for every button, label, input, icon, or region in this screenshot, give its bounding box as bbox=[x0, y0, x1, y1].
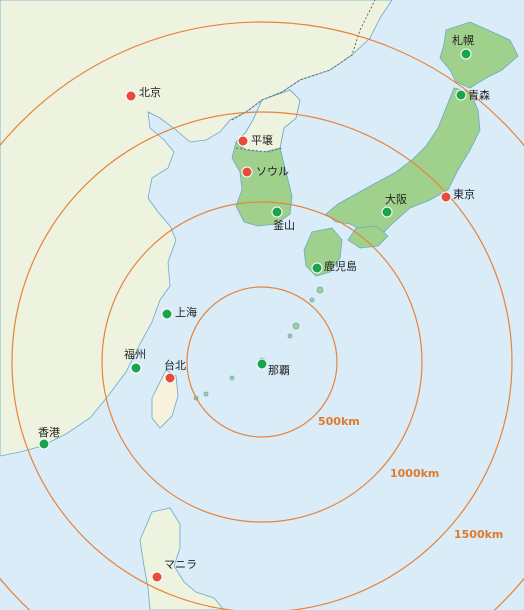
ring-1500km bbox=[11, 111, 513, 610]
ring-1000km bbox=[101, 201, 423, 523]
city-dot-kagoshima[interactable] bbox=[311, 262, 323, 274]
city-label-osaka: 大阪 bbox=[385, 192, 407, 206]
ring-label-1000km: 1000km bbox=[390, 467, 439, 480]
city-dot-manila[interactable] bbox=[151, 571, 163, 583]
shikoku bbox=[347, 225, 389, 249]
city-dot-seoul[interactable] bbox=[241, 166, 253, 178]
city-label-manila: マニラ bbox=[164, 558, 197, 571]
city-label-busan: 釜山 bbox=[273, 218, 295, 232]
city-label-pyongyang: 平壌 bbox=[251, 134, 273, 147]
hokkaido bbox=[439, 21, 519, 89]
city-dot-sapporo[interactable] bbox=[460, 48, 472, 60]
city-label-taipei: 台北 bbox=[164, 358, 186, 372]
city-dot-osaka[interactable] bbox=[381, 206, 393, 218]
philippines bbox=[139, 507, 225, 610]
ring-label-1500km: 1500km bbox=[454, 528, 503, 541]
city-label-seoul: ソウル bbox=[256, 165, 289, 178]
city-label-fuzhou: 福州 bbox=[124, 347, 146, 361]
city-dot-taipei[interactable] bbox=[164, 372, 176, 384]
city-dot-beijing[interactable] bbox=[125, 90, 137, 102]
city-markers: 札幌 青森 東京 大阪 鹿児島 那覇 釜山 ソウル 平壌 北京 上海 福州 台北… bbox=[38, 33, 490, 583]
ryukyu-islands bbox=[193, 286, 324, 401]
city-label-hongkong: 香港 bbox=[38, 426, 60, 439]
ring-500km bbox=[186, 286, 338, 438]
city-label-tokyo: 東京 bbox=[453, 187, 475, 201]
city-label-beijing: 北京 bbox=[139, 85, 161, 99]
taiwan bbox=[151, 369, 179, 429]
ring-2000km bbox=[0, 21, 524, 610]
city-dot-shanghai[interactable] bbox=[161, 308, 173, 320]
city-label-naha: 那覇 bbox=[268, 364, 290, 377]
city-dot-busan[interactable] bbox=[271, 206, 283, 218]
distance-rings bbox=[0, 21, 524, 610]
city-label-shanghai: 上海 bbox=[175, 305, 197, 319]
city-dot-aomori[interactable] bbox=[455, 89, 467, 101]
city-label-kagoshima: 鹿児島 bbox=[324, 259, 357, 273]
city-label-aomori: 青森 bbox=[468, 88, 490, 102]
city-dot-hongkong[interactable] bbox=[38, 438, 50, 450]
ring-label-500km: 500km bbox=[318, 415, 360, 428]
city-dot-naha[interactable] bbox=[256, 358, 268, 370]
city-dot-pyongyang[interactable] bbox=[237, 135, 249, 147]
city-label-sapporo: 札幌 bbox=[452, 33, 474, 47]
city-dot-tokyo[interactable] bbox=[440, 191, 452, 203]
city-dot-fuzhou[interactable] bbox=[130, 362, 142, 374]
north-korea bbox=[235, 89, 301, 153]
